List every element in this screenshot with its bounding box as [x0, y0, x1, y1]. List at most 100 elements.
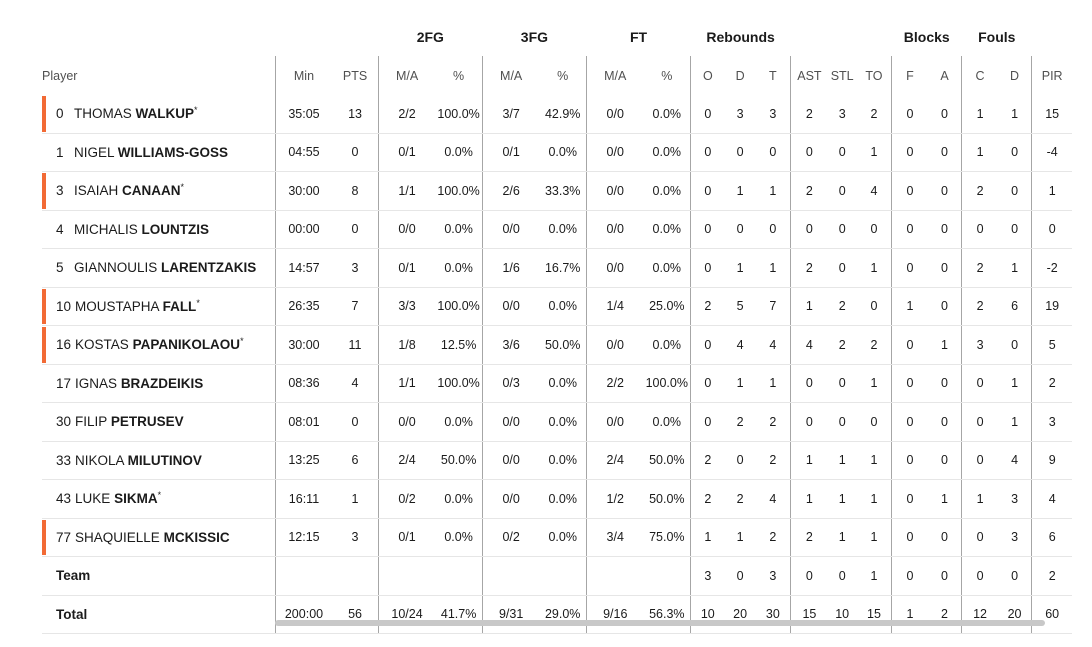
- player-row: 33 NIKOLA MILUTINOV 13:25 6 2/4 50.0% 0/0 0.0% 2…: [42, 441, 1072, 480]
- player-name-link[interactable]: NIGEL WILLIAMS-GOSS: [74, 145, 228, 160]
- player-name-link[interactable]: THOMAS WALKUP*: [74, 105, 198, 122]
- stat-reb-t: 30: [755, 595, 791, 634]
- stat-pts: 7: [332, 287, 379, 326]
- stat-reb-o: 0: [690, 248, 725, 288]
- stat-ft-pct: 75.0%: [643, 518, 691, 557]
- stat-reb-o: 1: [690, 518, 725, 557]
- stat-blk-f: 0: [891, 95, 928, 134]
- stat-2fg-ma: 1/1: [377, 171, 436, 211]
- stat-stl: 1: [827, 518, 857, 557]
- stat-ft-ma: 0/0: [585, 248, 644, 288]
- player-first-name: NIKOLA: [75, 452, 124, 468]
- player-first-name: LUKE: [75, 491, 111, 507]
- box-score-body: 0 THOMAS WALKUP* 35:05 13 2/2 100.0% 3/7 42.9% 0…: [42, 95, 1072, 634]
- stat-foul-d: 0: [997, 133, 1032, 172]
- player-name-link[interactable]: IGNAS BRAZDEIKIS: [75, 376, 203, 391]
- stat-reb-t: 2: [755, 402, 791, 442]
- player-row: 10 MOUSTAPHA FALL* 26:35 7 3/3 100.0% 0/0 0.0% 1…: [42, 287, 1072, 326]
- stat-3fg-ma: 0/0: [481, 287, 540, 326]
- stat-pir: 15: [1031, 95, 1072, 134]
- player-row: 17 IGNAS BRAZDEIKIS 08:36 4 1/1 100.0% 0/3 0.0%…: [42, 364, 1072, 403]
- player-name-link[interactable]: KOSTAS PAPANIKOLAOU*: [75, 336, 244, 352]
- player-last-name: SIKMA: [114, 491, 158, 507]
- stat-blk-f: 0: [891, 441, 928, 480]
- stat-pts: 3: [332, 518, 379, 557]
- player-first-name: NIGEL: [74, 144, 115, 160]
- horizontal-scrollbar[interactable]: [275, 620, 1045, 626]
- starter-star: *: [240, 336, 244, 347]
- column-header-reb-t: T: [769, 68, 777, 83]
- group-header-ft: FT: [629, 29, 648, 45]
- stat-blk-a: 2: [927, 595, 962, 634]
- stat-3fg-ma: 0/3: [481, 364, 540, 403]
- starter-indicator: [42, 96, 46, 132]
- player-name-link[interactable]: NIKOLA MILUTINOV: [75, 453, 202, 468]
- stat-2fg-pct: 41.7%: [435, 595, 483, 634]
- stat-2fg-ma: 1/1: [377, 364, 436, 403]
- player-cell: 30 FILIP PETRUSEV: [42, 402, 276, 442]
- stat-reb-o: 0: [690, 325, 725, 365]
- player-last-name: LOUNTZIS: [141, 221, 210, 237]
- player-number: 30: [56, 414, 72, 430]
- stat-reb-o: 2: [690, 441, 725, 480]
- stat-foul-d: 0: [997, 556, 1032, 596]
- player-first-name: THOMAS: [74, 106, 132, 122]
- stat-reb-d: 0: [724, 556, 756, 596]
- stat-blk-f: 0: [891, 133, 928, 172]
- player-name-link[interactable]: MOUSTAPHA FALL*: [75, 298, 200, 314]
- stat-stl: 0: [827, 171, 857, 211]
- stat-ast: 15: [790, 595, 828, 634]
- starter-star: *: [194, 105, 198, 116]
- stat-2fg-pct: 100.0%: [435, 171, 483, 211]
- player-name-link[interactable]: GIANNOULIS LARENTZAKIS: [74, 260, 256, 275]
- player-name-link[interactable]: FILIP PETRUSEV: [75, 414, 184, 429]
- stat-ft-ma: 0/0: [585, 325, 644, 365]
- stat-min: 12:15: [274, 518, 333, 557]
- player-row: 16 KOSTAS PAPANIKOLAOU* 30:00 11 1/8 12.5% 3/6…: [42, 325, 1072, 365]
- stat-2fg-ma: 3/3: [377, 287, 436, 326]
- stat-reb-d: 1: [724, 171, 756, 211]
- player-number: 4: [56, 221, 64, 237]
- stat-ast: 0: [790, 556, 828, 596]
- total-row: Total 200:00 56 10/24 41.7% 9/31 29.0% 9/16 56.3…: [42, 595, 1072, 634]
- player-number: 1: [56, 144, 64, 160]
- stat-ast: 2: [790, 95, 828, 134]
- player-name-link[interactable]: MICHALIS LOUNTZIS: [74, 222, 209, 237]
- stat-stl: 1: [827, 441, 857, 480]
- stat-2fg-pct: 0.0%: [435, 248, 483, 288]
- stat-min: 08:36: [274, 364, 333, 403]
- stat-2fg-pct: 100.0%: [435, 364, 483, 403]
- player-last-name: BRAZDEIKIS: [120, 375, 204, 391]
- stat-2fg-ma: 0/1: [377, 248, 436, 288]
- player-name-link[interactable]: ISAIAH CANAAN*: [74, 182, 184, 198]
- stat-foul-c: 0: [961, 518, 998, 557]
- player-cell: 10 MOUSTAPHA FALL*: [42, 287, 276, 326]
- stat-foul-d: 20: [997, 595, 1032, 634]
- stat-pir: -2: [1031, 248, 1072, 288]
- column-header-min: Min: [274, 56, 333, 95]
- stat-reb-d: 1: [724, 364, 756, 403]
- stat-foul-c: 2: [961, 248, 998, 288]
- stat-blk-a: 0: [927, 402, 962, 442]
- stat-foul-c: 0: [961, 402, 998, 442]
- stat-reb-d: 1: [724, 248, 756, 288]
- stat-reb-o: 2: [690, 287, 725, 326]
- stat-min: 08:01: [274, 402, 333, 442]
- column-header-2fg-ma: M/A: [377, 56, 436, 95]
- stat-ft-pct: 25.0%: [643, 287, 691, 326]
- stat-3fg-ma: 0/0: [481, 441, 540, 480]
- player-name-link[interactable]: LUKE SIKMA*: [75, 490, 161, 507]
- player-row: 4 MICHALIS LOUNTZIS 00:00 0 0/0 0.0% 0/0 0.0% 0/…: [42, 210, 1072, 249]
- player-cell: 5 GIANNOULIS LARENTZAKIS: [42, 248, 276, 288]
- player-name-link[interactable]: SHAQUIELLE MCKISSIC: [75, 530, 230, 545]
- stat-blk-f: 0: [891, 402, 928, 442]
- column-header-2fg-pct: %: [453, 68, 465, 83]
- stat-reb-d: 2: [724, 402, 756, 442]
- stat-ft-pct: 0.0%: [643, 210, 691, 249]
- player-row: 1 NIGEL WILLIAMS-GOSS 04:55 0 0/1 0.0% 0/1 0.0%…: [42, 133, 1072, 172]
- stat-foul-d: 3: [997, 479, 1032, 519]
- stat-min: 00:00: [274, 210, 333, 249]
- stat-min: [274, 556, 333, 596]
- stat-pts: 11: [332, 325, 379, 365]
- player-first-name: MICHALIS: [74, 221, 138, 237]
